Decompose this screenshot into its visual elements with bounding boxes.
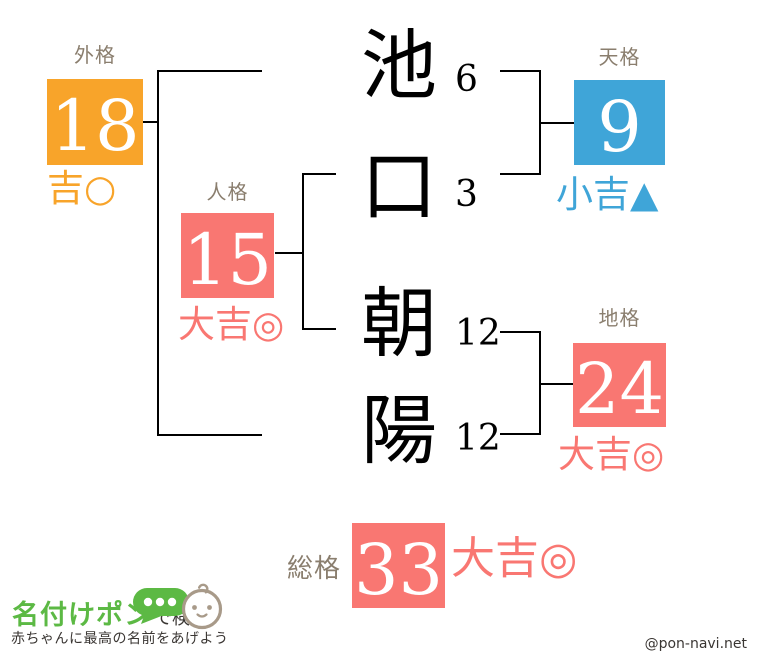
bracket-gaikaku-top — [157, 70, 262, 72]
bracket-tenkaku-bottom — [500, 173, 541, 175]
name-char-4: 陽 — [361, 386, 437, 475]
bracket-chikaku-bottom — [500, 433, 541, 435]
bracket-gaikaku-vertical — [157, 70, 159, 436]
bracket-jinkaku-top — [302, 173, 336, 175]
tenkaku-value: 9 — [597, 85, 642, 168]
jinkaku-box: 15 — [181, 213, 274, 298]
bracket-chikaku-top — [500, 331, 541, 333]
bracket-gaikaku-bottom — [157, 434, 262, 436]
gaikaku-value: 18 — [50, 85, 140, 167]
tenkaku-fortune: 小吉▲ — [556, 173, 659, 216]
bracket-jinkaku-bottom — [302, 328, 336, 330]
bracket-jinkaku-vertical — [302, 173, 304, 330]
gaikaku-box: 18 — [47, 79, 143, 165]
stroke-count-1: 6 — [455, 59, 478, 100]
stroke-count-3: 12 — [455, 313, 501, 354]
name-char-1: 池 — [361, 21, 437, 110]
chikaku-box: 24 — [573, 343, 666, 427]
soukaku-fortune: 大吉◎ — [451, 533, 578, 584]
jinkaku-label: 人格 — [206, 180, 249, 204]
name-char-3: 朝 — [361, 279, 437, 368]
tagline: 赤ちゃんに最高の名前をあげよう — [11, 631, 229, 647]
name-char-2: 口 — [361, 142, 437, 231]
jinkaku-fortune: 大吉◎ — [178, 303, 285, 346]
soukaku-value: 33 — [353, 528, 444, 611]
tenkaku-label: 天格 — [598, 45, 641, 69]
speech-bubble-icon — [133, 588, 189, 624]
baby-face-icon — [181, 583, 223, 630]
logo-name: 名付けポン — [12, 600, 152, 631]
gaikaku-fortune: 吉○ — [47, 167, 117, 210]
chikaku-fortune: 大吉◎ — [558, 433, 665, 476]
bracket-gaikaku-stub — [141, 121, 159, 123]
bracket-jinkaku-stub — [275, 252, 304, 254]
site-credit: @pon-navi.net — [644, 636, 747, 652]
bracket-tenkaku-top — [500, 70, 541, 72]
gaikaku-label: 外格 — [74, 43, 116, 67]
soukaku-box: 33 — [352, 523, 445, 608]
bracket-chikaku-stub — [539, 383, 573, 385]
soukaku-label: 総格 — [286, 554, 341, 584]
bracket-tenkaku-stub — [539, 122, 574, 124]
chikaku-value: 24 — [574, 348, 665, 430]
jinkaku-value: 15 — [182, 218, 273, 301]
stroke-count-4: 12 — [455, 418, 501, 459]
chikaku-label: 地格 — [598, 306, 641, 330]
stroke-count-2: 3 — [455, 174, 478, 215]
tenkaku-box: 9 — [574, 80, 665, 165]
